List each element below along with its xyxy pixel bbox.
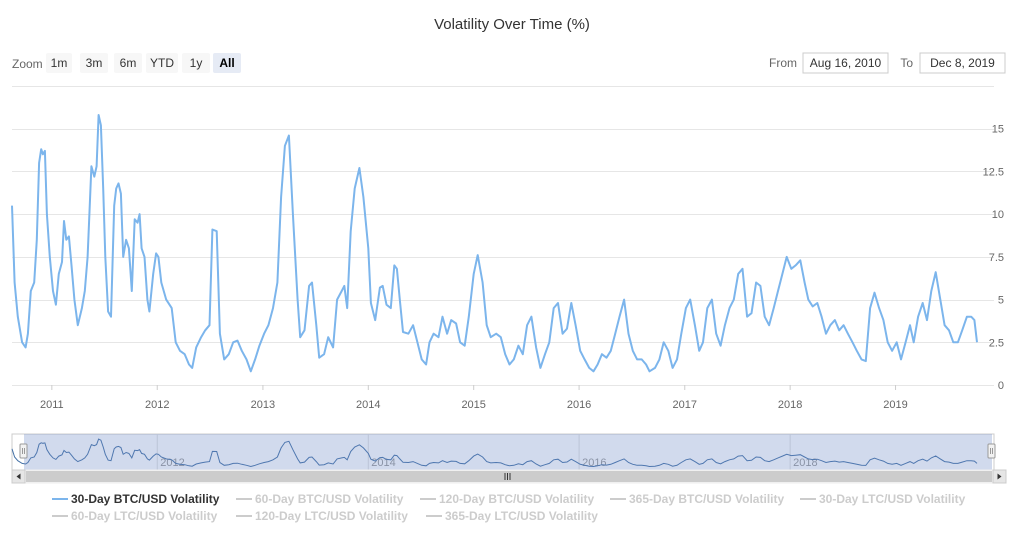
grip-icon [504, 473, 511, 480]
zoom-button-1y[interactable]: 1y [182, 53, 210, 73]
x-tick-label: 2019 [883, 399, 907, 411]
legend-label: 60-Day LTC/USD Volatility [71, 509, 218, 523]
from-date-value: Aug 16, 2010 [810, 56, 882, 70]
zoom-button-label: 6m [120, 56, 137, 70]
x-tick-label: 2015 [461, 399, 485, 411]
legend: 30-Day BTC/USD Volatility 60-Day BTC/USD … [52, 492, 966, 523]
navigator-handle-right[interactable] [987, 443, 996, 459]
scrollbar-thumb[interactable] [26, 471, 992, 482]
zoom-button-label: All [219, 56, 234, 70]
legend-item-365-day-btc-usd-volatility[interactable]: 365-Day BTC/USD Volatility [610, 492, 784, 506]
zoom-button-6m[interactable]: 6m [114, 53, 142, 73]
scroll-right-button[interactable] [992, 469, 1007, 484]
zoom-button-label: 1m [51, 56, 68, 70]
from-date-input[interactable] [802, 52, 889, 74]
x-tick-label: 2016 [567, 399, 591, 411]
zoom-button-1m[interactable]: 1m [46, 53, 72, 73]
to-date-input[interactable] [919, 52, 1006, 74]
y-tick-label: 0 [998, 380, 1004, 392]
zoom-button-label: 1y [190, 56, 203, 70]
legend-item-120-day-btc-usd-volatility[interactable]: 120-Day BTC/USD Volatility [420, 492, 594, 506]
from-label: From [769, 56, 797, 70]
x-tick-label: 2011 [40, 399, 64, 411]
grid-lines [12, 86, 994, 386]
legend-label: 30-Day LTC/USD Volatility [819, 492, 966, 506]
y-tick-label: 5 [998, 295, 1004, 307]
x-tick-label: 2017 [673, 399, 697, 411]
legend-item-60-day-btc-usd-volatility[interactable]: 60-Day BTC/USD Volatility [236, 492, 404, 506]
x-tick-label: 2018 [778, 399, 802, 411]
zoom-button-ytd[interactable]: YTD [146, 53, 178, 73]
navigator: 2012201420162018 [11, 433, 996, 471]
to-date-value: Dec 8, 2019 [930, 56, 995, 70]
chart-title: Volatility Over Time (%) [434, 16, 590, 33]
to-label: To [900, 56, 913, 70]
navigator-series-line [11, 438, 978, 468]
legend-item-365-day-ltc-usd-volatility[interactable]: 365-Day LTC/USD Volatility [426, 509, 598, 523]
legend-label: 365-Day LTC/USD Volatility [445, 509, 598, 523]
y-tick-label: 10 [992, 209, 1004, 221]
legend-label: 120-Day LTC/USD Volatility [255, 509, 408, 523]
x-tick-label: 2012 [145, 399, 169, 411]
scroll-left-button[interactable] [11, 469, 26, 484]
legend-label: 30-Day BTC/USD Volatility [71, 492, 220, 506]
y-axis: 0 2.5 5 7.5 10 12.5 15 [983, 124, 1004, 392]
scrollbar[interactable] [11, 469, 1007, 484]
navigator-tick-label: 2012 [160, 457, 184, 469]
navigator-handle-left[interactable] [19, 443, 28, 459]
y-tick-label: 12.5 [983, 166, 1004, 178]
navigator-selection[interactable] [24, 434, 992, 470]
legend-item-30-day-btc-usd-volatility[interactable]: 30-Day BTC/USD Volatility [52, 492, 220, 506]
legend-label: 60-Day BTC/USD Volatility [255, 492, 404, 506]
legend-label: 365-Day BTC/USD Volatility [629, 492, 784, 506]
legend-item-60-day-ltc-usd-volatility[interactable]: 60-Day LTC/USD Volatility [52, 509, 218, 523]
x-axis: 2011 2012 2013 2014 2015 2016 2017 2018 2019 [40, 385, 908, 411]
series-line-30-day-btc[interactable] [11, 114, 978, 373]
legend-item-120-day-ltc-usd-volatility[interactable]: 120-Day LTC/USD Volatility [236, 509, 408, 523]
zoom-button-group: 1m 3m 6m YTD 1y All [46, 53, 241, 73]
navigator-tick-label: 2018 [793, 457, 817, 469]
zoom-label: Zoom [12, 57, 43, 71]
y-tick-label: 2.5 [989, 337, 1004, 349]
y-tick-label: 15 [992, 124, 1004, 136]
zoom-button-all[interactable]: All [213, 53, 241, 73]
arrow-left-icon [16, 473, 21, 480]
x-tick-label: 2013 [251, 399, 275, 411]
arrow-right-icon [997, 473, 1002, 480]
legend-item-30-day-ltc-usd-volatility[interactable]: 30-Day LTC/USD Volatility [800, 492, 966, 506]
x-tick-label: 2014 [356, 399, 380, 411]
zoom-button-3m[interactable]: 3m [80, 53, 108, 73]
zoom-button-label: YTD [150, 56, 174, 70]
zoom-button-label: 3m [86, 56, 103, 70]
y-tick-label: 7.5 [989, 252, 1004, 264]
legend-label: 120-Day BTC/USD Volatility [439, 492, 594, 506]
